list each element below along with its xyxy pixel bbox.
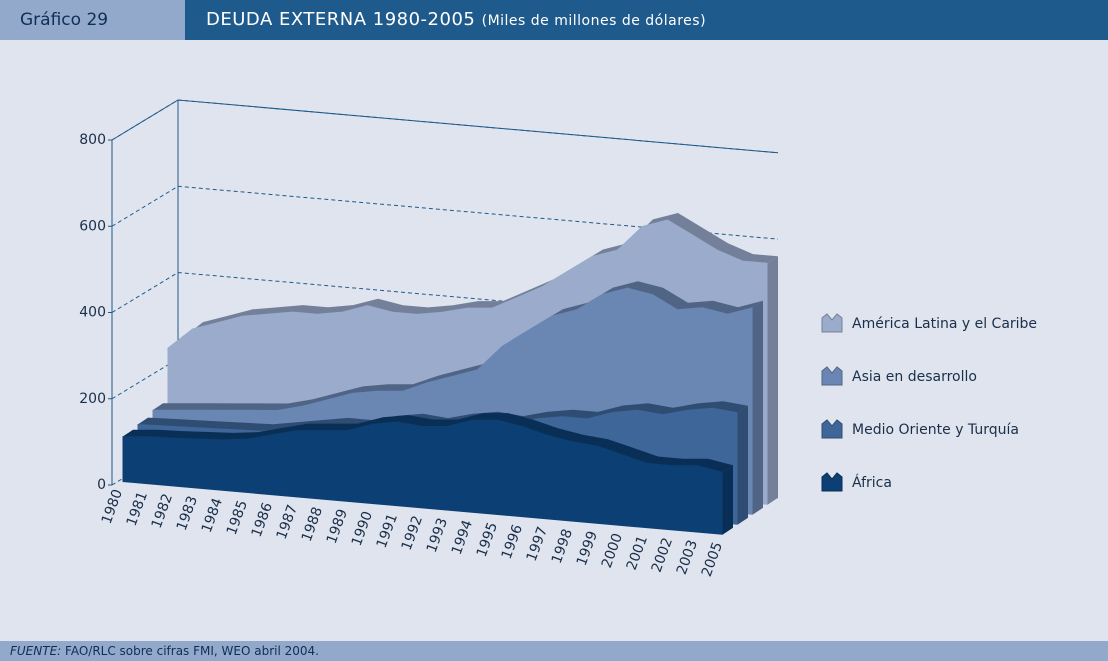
legend-item: Medio Oriente y Turquía: [821, 419, 1019, 439]
x-tick-label: 1993: [424, 516, 451, 555]
y-tick-label: 200: [79, 391, 106, 407]
area-line: [122, 419, 723, 473]
chart-subtitle: (Miles de millones de dólares): [481, 13, 707, 29]
x-tick-label: 1990: [349, 509, 376, 548]
x-tick-label: 1983: [174, 494, 201, 533]
x-tick-label: 1985: [224, 498, 251, 537]
chart-title-block: DEUDA EXTERNA 1980-2005 (Miles de millon…: [206, 0, 706, 41]
x-tick-label: 2002: [649, 536, 676, 575]
x-tick-label: 1998: [549, 527, 576, 566]
legend-label: África: [852, 474, 892, 491]
grid-line: [111, 185, 779, 240]
x-tick-label: 2001: [624, 533, 651, 572]
y-tick-label: 800: [79, 132, 106, 148]
area-side: [752, 300, 763, 515]
area-side: [767, 256, 778, 505]
legend-swatch: [821, 419, 843, 439]
area-side: [722, 465, 733, 535]
legend-item: América Latina y el Caribe: [821, 313, 1037, 333]
y-tick-label: 600: [79, 218, 106, 234]
area-side: [737, 405, 748, 525]
x-tick-label: 1987: [274, 503, 301, 542]
header: Gráfico 29 DEUDA EXTERNA 1980-2005 (Mile…: [0, 0, 1108, 40]
x-tick-label: 1984: [199, 496, 226, 535]
x-tick-label: 2005: [699, 540, 726, 579]
legend-swatch: [821, 313, 843, 333]
x-tick-label: 1989: [324, 507, 351, 546]
x-tick-label: 1997: [524, 525, 551, 564]
area-fill: [122, 420, 723, 535]
legend-swatch: [821, 366, 843, 386]
source-label: FUENTE:: [10, 644, 62, 658]
x-tick-label: 1980: [99, 487, 126, 526]
chart: 0200400600800198019811982198319841985198…: [79, 99, 1037, 579]
y-tick-label: 0: [97, 477, 106, 493]
footer: FUENTE: FAO/RLC sobre cifras FMI, WEO ab…: [0, 641, 1108, 661]
x-tick-label: 1996: [499, 522, 526, 561]
legend-label: Medio Oriente y Turquía: [852, 422, 1019, 438]
grid-line: [111, 99, 779, 154]
legend-label: Asia en desarrollo: [852, 369, 977, 385]
x-tick-label: 1986: [249, 500, 276, 539]
legend-swatch: [821, 472, 843, 492]
chart-number: Gráfico 29: [0, 0, 185, 40]
area-top-band: [137, 401, 748, 432]
x-tick-label: 1981: [124, 489, 151, 528]
source-text: FAO/RLC sobre cifras FMI, WEO abril 2004…: [65, 644, 319, 658]
x-tick-label: 1991: [374, 511, 401, 550]
x-tick-label: 1992: [399, 514, 426, 553]
x-tick-label: 2003: [674, 538, 701, 577]
x-tick-label: 1994: [449, 518, 476, 557]
x-tick-label: 2000: [599, 531, 626, 570]
y-tick-label: 400: [79, 305, 106, 321]
x-tick-label: 1988: [299, 505, 326, 544]
area-line: [152, 287, 753, 412]
x-tick-label: 1982: [149, 492, 176, 531]
x-tick-label: 1995: [474, 520, 501, 559]
chart-title: DEUDA EXTERNA 1980-2005: [206, 9, 476, 30]
area-top-band: [122, 413, 733, 473]
area-line: [167, 219, 768, 349]
legend-item: África: [821, 472, 892, 492]
legend-label: América Latina y el Caribe: [852, 316, 1037, 332]
legend-item: Asia en desarrollo: [821, 366, 977, 386]
x-tick-label: 1999: [574, 529, 601, 568]
